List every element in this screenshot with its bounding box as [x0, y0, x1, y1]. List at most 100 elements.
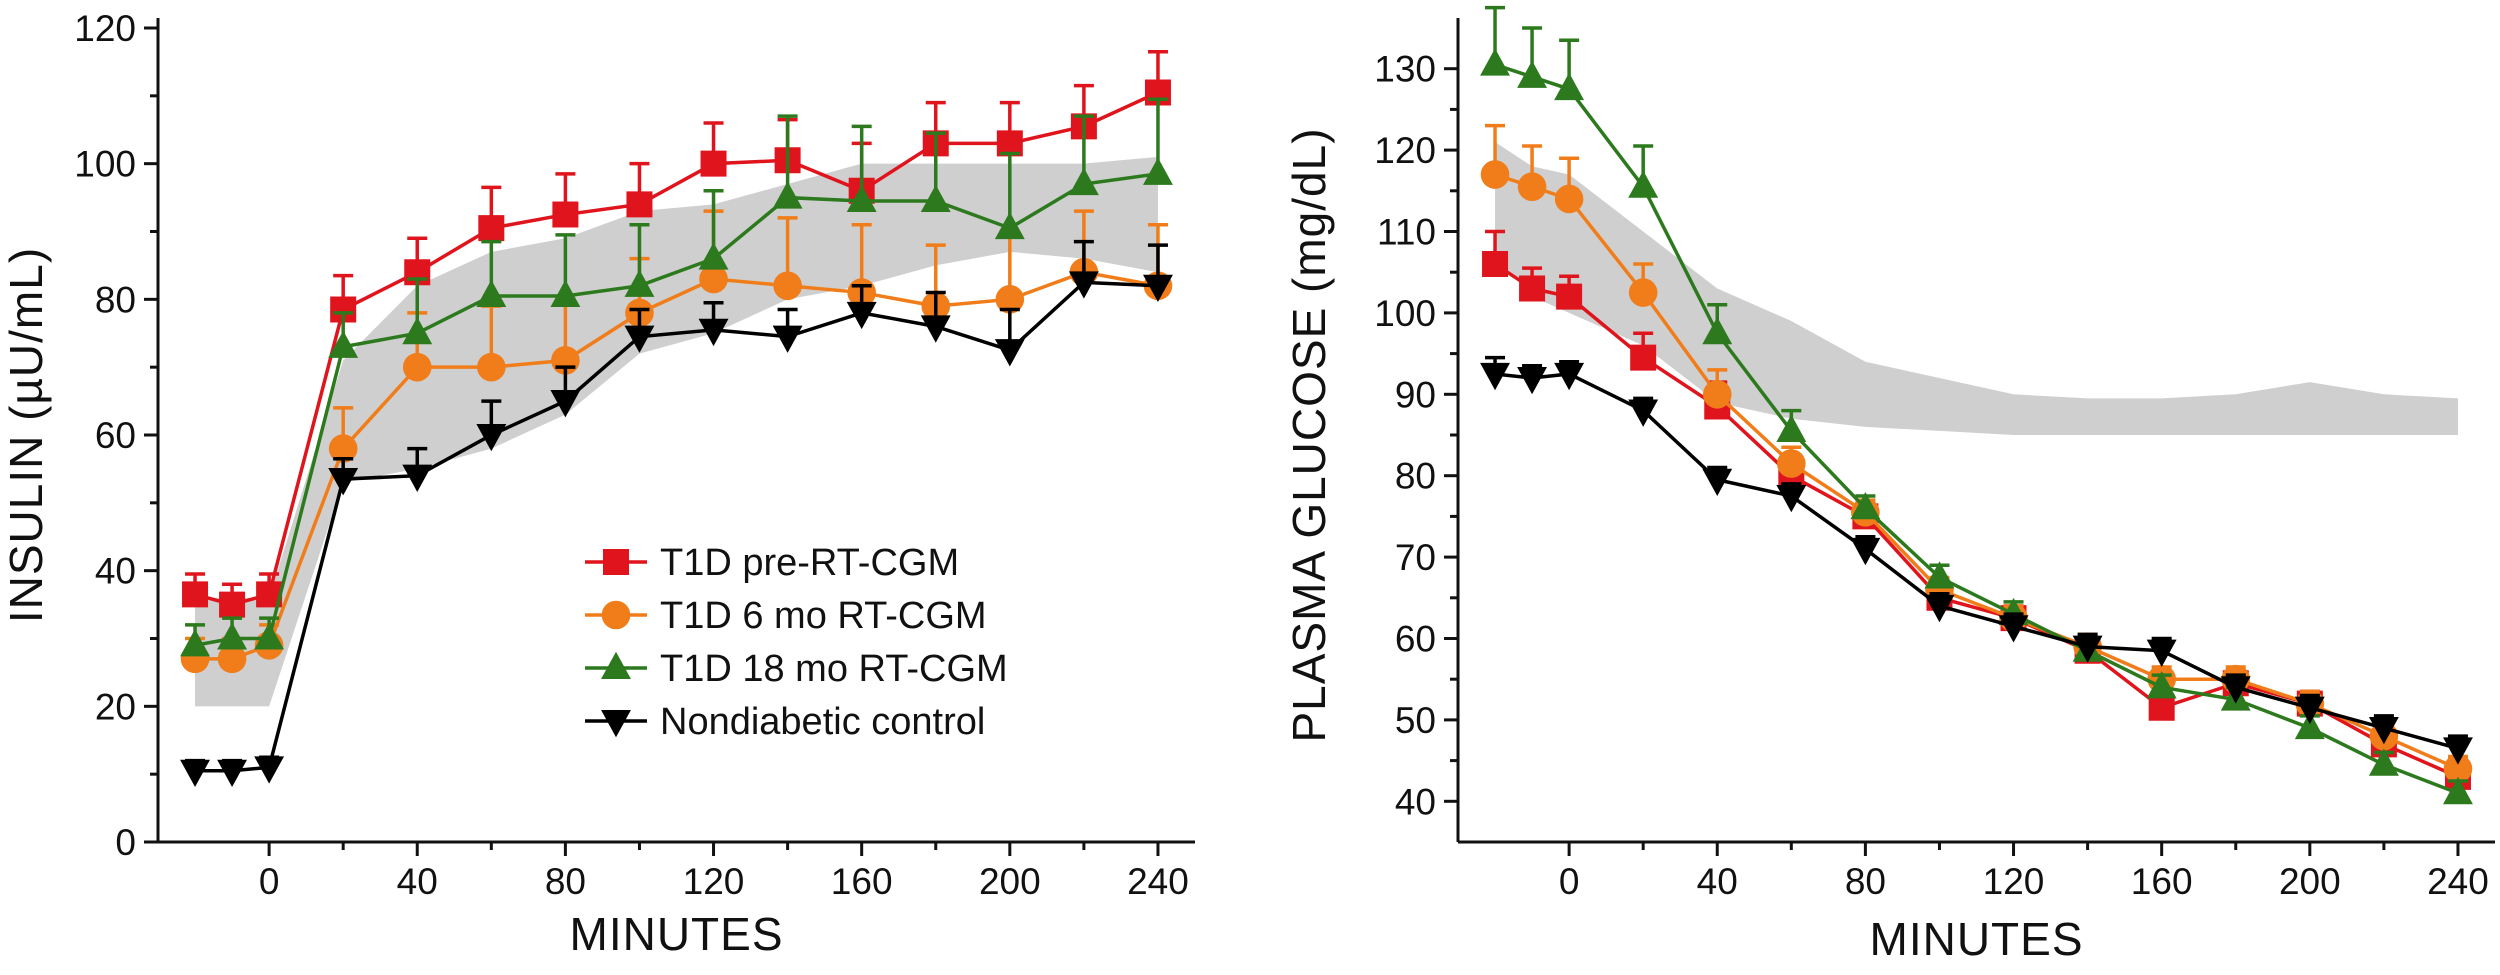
x-tick-label: 240 [1127, 861, 1189, 902]
legend-label: T1D 18 mo RT-CGM [660, 648, 1008, 690]
data-point [550, 390, 581, 418]
data-point [624, 269, 655, 297]
y-tick-label: 60 [1395, 619, 1436, 660]
data-point [219, 591, 246, 618]
y-tick-label: 80 [95, 279, 136, 320]
data-point [1482, 251, 1509, 278]
legend-label: T1D pre-RT-CGM [660, 542, 959, 584]
glucose-chart-panel: 40 50 60 70 80 90 100 110 120 130 0 40 80 120 160 200 24… [1283, 5, 2495, 965]
data-point [182, 581, 209, 608]
data-point [1850, 537, 1881, 566]
data-point [2368, 716, 2399, 745]
data-point [1068, 167, 1099, 196]
legend-label: T1D 6 mo RT-CGM [660, 595, 987, 637]
data-point [1143, 274, 1173, 303]
data-point [920, 315, 951, 343]
data-point [772, 181, 803, 209]
data-point [1630, 344, 1657, 371]
data-point [2443, 737, 2473, 765]
data-point [846, 184, 877, 213]
data-point [2294, 696, 2325, 724]
x-tick-label: 120 [683, 861, 745, 902]
data-point [1480, 362, 1510, 391]
data-point [994, 339, 1025, 367]
data-point [1517, 60, 1548, 88]
data-point [1554, 362, 1585, 391]
data-point [1702, 380, 1732, 409]
data-point [1702, 468, 1733, 497]
data-point [180, 629, 210, 657]
y-tick-label: 100 [1374, 293, 1436, 334]
data-point [1776, 414, 1807, 442]
data-point [624, 325, 655, 353]
data-point [2220, 676, 2251, 704]
x-tick-label: 240 [2427, 861, 2489, 902]
data-point [1776, 485, 1807, 513]
data-point [478, 215, 505, 242]
x-tick-label: 160 [831, 861, 893, 902]
data-point [2146, 671, 2177, 699]
data-point [402, 464, 433, 492]
y-tick-label: 120 [74, 8, 136, 49]
data-point [254, 756, 285, 784]
data-point [550, 279, 581, 307]
legend-marker [601, 709, 631, 738]
y-tick-label: 40 [1395, 781, 1436, 822]
data-point [217, 644, 247, 674]
data-point [328, 468, 359, 496]
y-tick-label: 40 [95, 551, 136, 592]
data-point [1556, 283, 1583, 310]
y-tick-label: 70 [1395, 537, 1436, 578]
series-nondiabetic-control [180, 239, 1173, 788]
data-point [1519, 275, 1546, 302]
x-tick-label: 120 [1983, 861, 2045, 902]
legend-marker [601, 651, 631, 680]
data-point [476, 423, 507, 452]
data-point [920, 184, 951, 213]
series-t1d-18-mo-rt-cgm [180, 97, 1173, 657]
data-point [256, 581, 283, 608]
data-point [552, 201, 579, 228]
data-point [1554, 184, 1584, 214]
data-point [2072, 635, 2103, 663]
data-point [328, 434, 358, 463]
x-tick-label: 200 [2279, 861, 2341, 902]
y-tick-label: 60 [95, 415, 136, 456]
x-axis-title: MINUTES [570, 908, 784, 960]
data-point [995, 285, 1025, 314]
y-tick-label: 110 [1377, 212, 1436, 253]
data-point [2443, 754, 2473, 784]
data-point [698, 318, 729, 347]
data-point [2368, 748, 2399, 776]
y-tick-label: 20 [95, 686, 136, 727]
data-point [477, 352, 506, 382]
data-point [1924, 561, 1955, 589]
error-bars [1485, 123, 2468, 769]
data-point [1480, 160, 1510, 189]
data-point [699, 264, 728, 294]
x-tick-label: 80 [1845, 861, 1886, 902]
data-point [217, 759, 248, 788]
y-tick-label: 100 [74, 144, 136, 185]
reference-range-band [195, 156, 1158, 707]
data-point [1924, 594, 1955, 623]
x-tick-label: 0 [1559, 861, 1580, 902]
data-point [1554, 72, 1585, 101]
data-point [330, 296, 357, 323]
reference-range-band [1495, 141, 2458, 435]
y-tick-label: 50 [1395, 700, 1436, 741]
data-point [773, 271, 802, 301]
x-tick-label: 0 [259, 861, 280, 902]
data-point [1702, 317, 1733, 345]
data-point [1628, 278, 1658, 307]
data-point [254, 622, 285, 650]
data-point [2146, 639, 2177, 667]
data-point [402, 352, 432, 382]
data-point [1068, 271, 1099, 299]
x-axis-title: MINUTES [1870, 913, 2084, 965]
y-axis-title: PLASMA GLUCOSE (mg/dL) [1283, 127, 1335, 742]
x-tick-label: 40 [1697, 861, 1738, 902]
legend-marker [601, 600, 631, 630]
data-point [846, 301, 877, 330]
